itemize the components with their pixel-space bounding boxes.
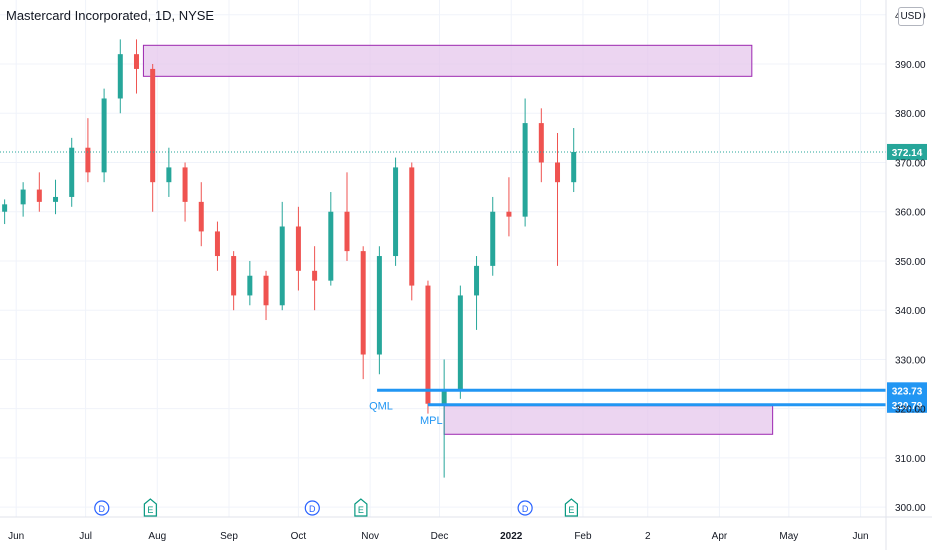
earnings-marker[interactable] (143, 498, 157, 517)
candle-body (150, 68, 156, 183)
event-marker-label: D (522, 504, 529, 514)
level-name-label: MPL (420, 415, 443, 427)
horizontal-levels[interactable]: QML 323.73 MPL 320.79 372.14 (0, 143, 927, 427)
supply-demand-zones[interactable] (142, 44, 774, 435)
candle-body (474, 265, 480, 296)
candle-body (247, 275, 253, 296)
candle-body (198, 201, 204, 232)
dividend-marker[interactable] (517, 500, 533, 516)
level-price-tag (887, 396, 927, 413)
last-price-tag (887, 143, 927, 160)
x-tick-label: Dec (431, 531, 449, 542)
candle-body (538, 123, 544, 163)
candle-body (101, 98, 107, 173)
earnings-marker[interactable] (564, 498, 578, 517)
y-tick-label: 320.00 (895, 405, 926, 416)
chart-title: Mastercard Incorporated, 1D, NYSE (6, 8, 215, 23)
candle-body (409, 167, 415, 286)
currency-button[interactable]: USD (898, 7, 924, 26)
candle-body (490, 211, 496, 266)
y-tick-label: 360.00 (895, 208, 926, 219)
candle-body (36, 189, 42, 202)
candle-body (522, 123, 528, 217)
candle-body (85, 147, 91, 173)
event-marker-label: E (358, 505, 364, 515)
x-tick-label: 2022 (500, 531, 523, 542)
candle-body (295, 226, 301, 271)
candle-body (376, 256, 382, 355)
candle-body (231, 256, 237, 296)
candle-body (214, 231, 220, 257)
candle-body (263, 275, 269, 306)
y-tick-label: 330.00 (895, 355, 926, 366)
x-tick-label: Jun (8, 531, 24, 542)
x-tick-label: May (779, 531, 798, 542)
candle-body (506, 211, 512, 217)
level-name-label: QML (369, 400, 393, 412)
candle-body (555, 162, 561, 183)
x-tick-label: Apr (712, 531, 728, 542)
x-tick-label: Aug (148, 531, 166, 542)
y-tick-label: 370.00 (895, 158, 926, 169)
candle-body (117, 54, 123, 99)
x-tick-label: Jul (79, 531, 92, 542)
y-tick-label: 380.00 (895, 109, 926, 120)
dividend-marker[interactable] (304, 500, 320, 516)
candle-body (393, 167, 399, 257)
zone-rectangle[interactable] (443, 405, 774, 435)
x-tick-label: Feb (574, 531, 592, 542)
level-price-label: 320.79 (892, 401, 923, 412)
candle-body (457, 295, 463, 389)
candle-body (2, 204, 8, 212)
event-marker-label: E (568, 505, 574, 515)
zone-rectangle[interactable] (142, 44, 753, 77)
y-tick-label: 350.00 (895, 257, 926, 268)
y-tick-label: 390.00 (895, 60, 926, 71)
candle-body (328, 211, 334, 281)
earnings-marker[interactable] (354, 498, 368, 517)
x-tick-label: Sep (220, 531, 238, 542)
x-tick-label: 2 (645, 531, 651, 542)
candle-body (53, 196, 59, 202)
y-tick-label: 300.00 (895, 503, 926, 514)
candle-body (571, 151, 577, 183)
candle-body (69, 147, 75, 197)
y-tick-label: 340.00 (895, 306, 926, 317)
x-tick-label: Oct (291, 531, 307, 542)
candle-body (20, 189, 26, 205)
candle-body (133, 54, 139, 69)
candle-body (344, 211, 350, 252)
candle-body (425, 285, 431, 404)
candle-body (441, 388, 447, 404)
candles (2, 39, 577, 478)
candle-body (312, 270, 318, 281)
x-tick-label: Jun (852, 531, 868, 542)
event-marker-label: D (99, 504, 106, 514)
grid (0, 0, 886, 517)
level-price-label: 323.73 (892, 386, 923, 397)
x-tick-label: Nov (361, 531, 379, 542)
event-marker-label: E (147, 505, 153, 515)
y-tick-label: 310.00 (895, 454, 926, 465)
last-price-label: 372.14 (892, 148, 923, 159)
dividend-marker[interactable] (94, 500, 110, 516)
candle-body (166, 167, 172, 183)
candle-body (182, 167, 188, 202)
level-price-tag (887, 382, 927, 399)
event-marker-label: D (309, 504, 316, 514)
candle-body (360, 251, 366, 355)
candle-body (279, 226, 285, 306)
